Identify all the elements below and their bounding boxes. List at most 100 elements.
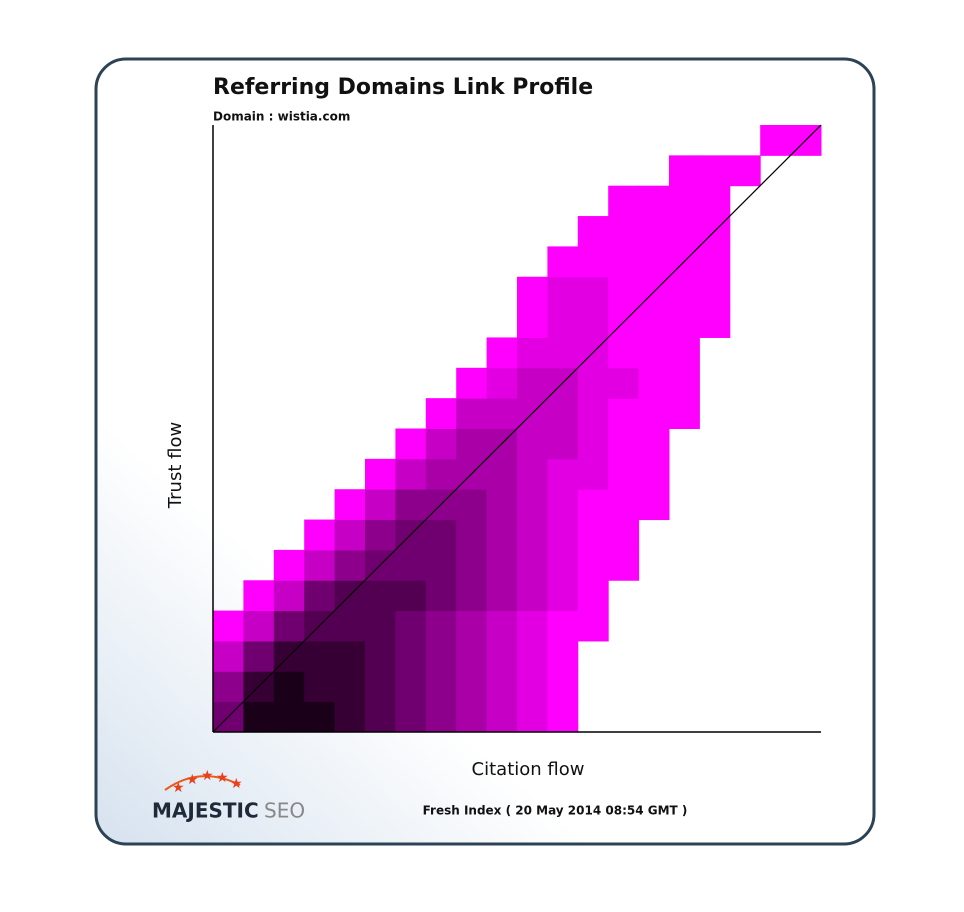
y-axis-label: Trust flow [165, 422, 186, 509]
heatmap-cell [334, 610, 366, 642]
heatmap-cell [334, 519, 366, 551]
heatmap-cell [699, 307, 731, 338]
heatmap [213, 125, 822, 733]
heatmap-cell [486, 701, 518, 733]
heatmap-cell [547, 398, 579, 429]
logo-arc [164, 775, 241, 791]
heatmap-cell [638, 398, 670, 429]
heatmap-cell [304, 671, 336, 703]
heatmap-cell [334, 489, 366, 521]
heatmap-cell [638, 458, 670, 490]
heatmap-cell [760, 125, 792, 156]
reference-line [212, 124, 822, 733]
heatmap-cell [425, 640, 457, 672]
heatmap-cell [395, 671, 427, 703]
heatmap-cell [638, 337, 670, 369]
heatmap-cell [638, 489, 670, 521]
heatmap-cell [638, 246, 670, 278]
logo-star: ★ [230, 776, 243, 792]
heatmap-cell [213, 671, 244, 703]
heatmap-cell [365, 640, 396, 672]
heatmap-cell [669, 398, 700, 429]
heatmap-cell [517, 701, 548, 733]
heatmap-cell [608, 549, 640, 581]
heatmap-cell [608, 398, 640, 429]
heatmap-cell [486, 671, 518, 703]
heatmap-cell [456, 549, 488, 581]
heatmap-cell [395, 580, 427, 612]
heatmap-cell [304, 640, 336, 672]
heatmap-cell [486, 610, 518, 642]
heatmap-cell [456, 580, 488, 612]
heatmap-cell [517, 276, 548, 308]
heatmap-cell [608, 458, 640, 490]
heatmap-cell [547, 671, 579, 703]
heatmap-cell [547, 307, 579, 338]
heatmap-cell [486, 519, 518, 551]
heatmap-cell [425, 519, 457, 551]
heatmap-cell [577, 489, 609, 521]
heatmap-cell [638, 185, 670, 217]
heatmap-cell [517, 428, 548, 460]
heatmap-cell [608, 428, 640, 460]
heatmap-cell [547, 580, 579, 612]
heatmap-cell [304, 580, 336, 612]
heatmap-cell [608, 367, 640, 399]
heatmap-cell [456, 610, 488, 642]
heatmap-cell [547, 640, 579, 672]
heatmap-cell [547, 246, 579, 278]
heatmap-cell [456, 671, 488, 703]
heatmap-cell [456, 428, 488, 460]
heatmap-cell [456, 701, 488, 733]
heatmap-cell [638, 367, 670, 399]
heatmap-cell [547, 428, 579, 460]
heatmap-cell [334, 671, 366, 703]
heatmap-cell [456, 640, 488, 672]
heatmap-cell [273, 671, 305, 703]
heatmap-cell [608, 489, 640, 521]
heatmap-cell [456, 398, 488, 429]
heatmap-cell [547, 610, 579, 642]
heatmap-cell [608, 216, 640, 247]
heatmap-cell [243, 610, 275, 642]
heatmap-cell [456, 519, 488, 551]
heatmap-cell [456, 367, 488, 399]
heatmap-cell [486, 367, 518, 399]
heatmap-cell [425, 671, 457, 703]
heatmap-cell [729, 155, 761, 187]
heatmap-cell [273, 549, 305, 581]
heatmap-cell [334, 701, 366, 733]
heatmap-cell [699, 276, 731, 308]
heatmap-cell [517, 671, 548, 703]
heatmap-cell [608, 246, 640, 278]
heatmap-cell [547, 519, 579, 551]
heatmap-cell [486, 337, 518, 369]
heatmap-cell [365, 701, 396, 733]
heatmap-cell [243, 580, 275, 612]
heatmap-cell [517, 640, 548, 672]
heatmap-cell [365, 671, 396, 703]
heatmap-cell [699, 246, 731, 278]
heatmap-cell [577, 307, 609, 338]
heatmap-cell [243, 640, 275, 672]
heatmap-cell [669, 367, 700, 399]
heatmap-cell [486, 458, 518, 490]
heatmap-cell [273, 610, 305, 642]
heatmap-cell [669, 337, 700, 369]
heatmap-cell [395, 549, 427, 581]
heatmap-cell [669, 307, 700, 338]
chart-title: Referring Domains Link Profile [213, 75, 593, 100]
logo-star: ★ [216, 770, 229, 786]
heatmap-cell [608, 276, 640, 308]
heatmap-cell [486, 580, 518, 612]
x-axis-label: Citation flow [472, 759, 585, 780]
logo-star: ★ [186, 772, 199, 788]
heatmap-cell [547, 549, 579, 581]
heatmap-cell [577, 276, 609, 308]
heatmap-cell [517, 458, 548, 490]
heatmap-cell [577, 216, 609, 247]
heatmap-cell [486, 549, 518, 581]
heatmap-cell [517, 519, 548, 551]
heatmap-cell [517, 489, 548, 521]
